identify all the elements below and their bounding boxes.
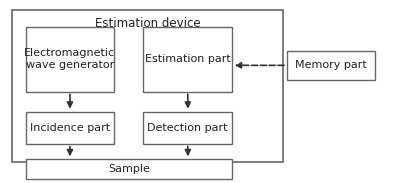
Bar [287,51,375,80]
Text: Estimation device: Estimation device [95,17,200,30]
Bar [12,10,283,162]
Bar [143,112,232,144]
Text: Detection part: Detection part [147,123,228,133]
Text: Sample: Sample [108,164,150,174]
Text: Incidence part: Incidence part [30,123,110,133]
Bar [26,159,232,179]
Bar [26,112,114,144]
Bar [26,27,114,92]
Text: Memory part: Memory part [295,60,367,70]
Text: Electromagnetic
wave generator: Electromagnetic wave generator [24,48,115,70]
Text: Estimation part: Estimation part [145,54,231,64]
Bar [143,27,232,92]
